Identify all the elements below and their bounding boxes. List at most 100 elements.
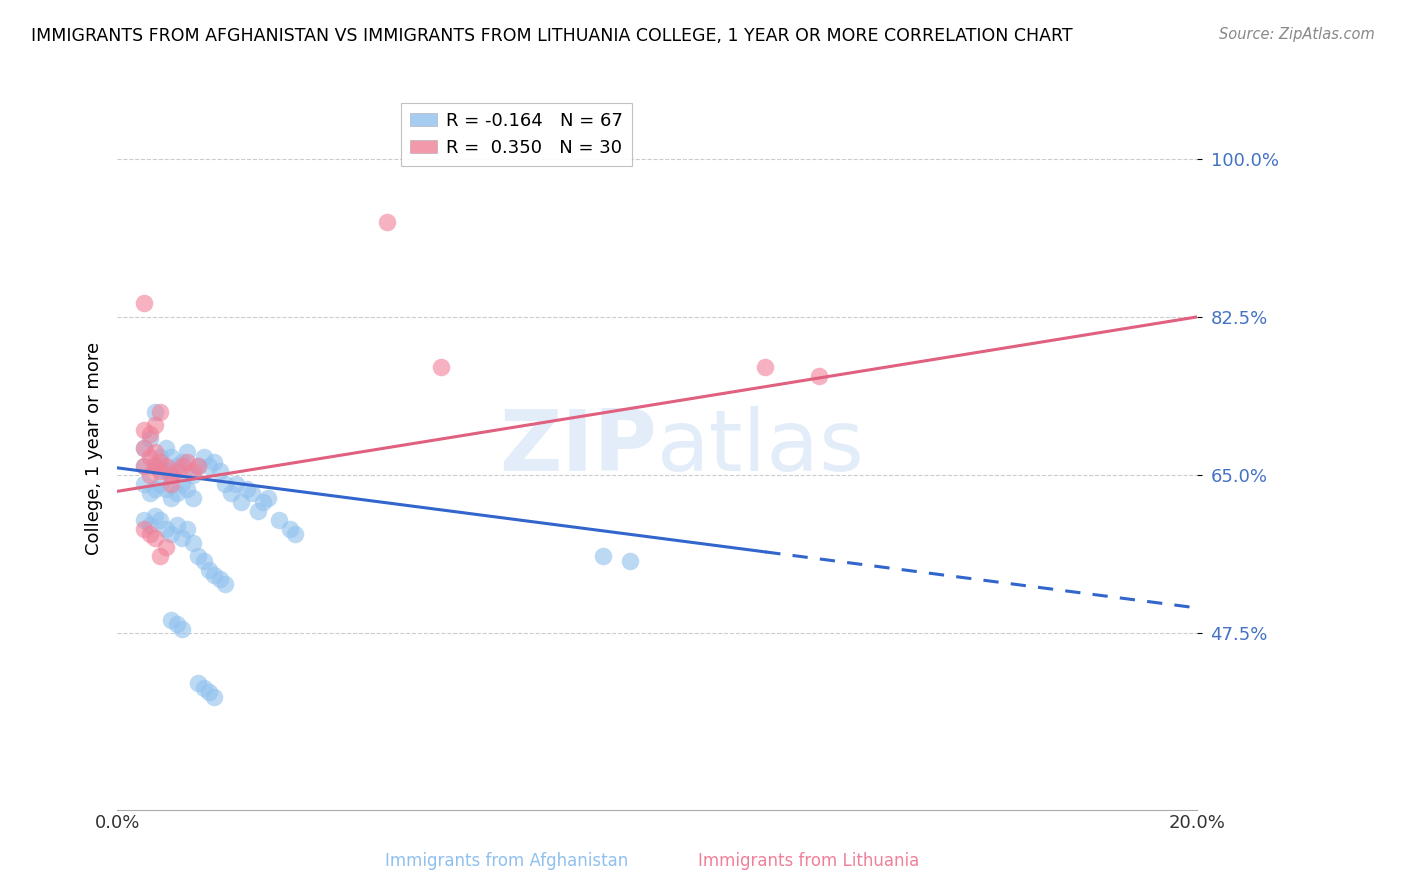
- Point: [166, 486, 188, 500]
- Point: [149, 458, 172, 473]
- Point: [155, 482, 177, 496]
- Point: [138, 486, 160, 500]
- Point: [252, 495, 274, 509]
- Point: [166, 517, 188, 532]
- Point: [202, 567, 225, 582]
- Point: [176, 454, 198, 468]
- Point: [138, 450, 160, 464]
- Point: [187, 458, 209, 473]
- Point: [193, 554, 215, 568]
- Point: [134, 522, 156, 536]
- Point: [166, 458, 188, 473]
- Point: [240, 486, 263, 500]
- Point: [754, 359, 776, 374]
- Point: [160, 468, 183, 483]
- Point: [149, 477, 172, 491]
- Point: [592, 549, 614, 564]
- Point: [143, 508, 166, 523]
- Point: [619, 554, 641, 568]
- Point: [170, 477, 193, 491]
- Point: [375, 215, 398, 229]
- Point: [155, 522, 177, 536]
- Point: [138, 468, 160, 483]
- Point: [143, 445, 166, 459]
- Point: [155, 464, 177, 478]
- Point: [149, 549, 172, 564]
- Point: [231, 495, 253, 509]
- Text: ZIP: ZIP: [499, 407, 657, 490]
- Point: [155, 441, 177, 455]
- Y-axis label: College, 1 year or more: College, 1 year or more: [86, 342, 103, 555]
- Point: [149, 513, 172, 527]
- Point: [808, 368, 831, 383]
- Point: [187, 549, 209, 564]
- Point: [138, 517, 160, 532]
- Point: [225, 477, 247, 491]
- Point: [187, 676, 209, 690]
- Point: [430, 359, 453, 374]
- Point: [198, 685, 221, 699]
- Point: [198, 563, 221, 577]
- Point: [193, 450, 215, 464]
- Point: [149, 450, 172, 464]
- Point: [134, 441, 156, 455]
- Point: [160, 491, 183, 505]
- Point: [193, 681, 215, 695]
- Point: [208, 464, 231, 478]
- Point: [134, 513, 156, 527]
- Point: [187, 458, 209, 473]
- Point: [143, 458, 166, 473]
- Point: [160, 526, 183, 541]
- Point: [160, 468, 183, 483]
- Point: [166, 464, 188, 478]
- Point: [160, 450, 183, 464]
- Point: [134, 477, 156, 491]
- Point: [143, 482, 166, 496]
- Text: Immigrants from Lithuania: Immigrants from Lithuania: [697, 852, 920, 870]
- Point: [214, 576, 236, 591]
- Point: [134, 458, 156, 473]
- Point: [170, 454, 193, 468]
- Point: [202, 454, 225, 468]
- Point: [284, 526, 307, 541]
- Point: [143, 458, 166, 473]
- Point: [214, 477, 236, 491]
- Point: [181, 468, 204, 483]
- Point: [269, 513, 291, 527]
- Point: [134, 296, 156, 310]
- Point: [149, 464, 172, 478]
- Point: [176, 522, 198, 536]
- Point: [134, 423, 156, 437]
- Point: [138, 526, 160, 541]
- Point: [160, 477, 183, 491]
- Point: [134, 458, 156, 473]
- Point: [138, 427, 160, 442]
- Point: [176, 482, 198, 496]
- Text: atlas: atlas: [657, 407, 865, 490]
- Point: [155, 541, 177, 555]
- Point: [170, 458, 193, 473]
- Point: [278, 522, 301, 536]
- Point: [202, 690, 225, 704]
- Point: [143, 418, 166, 433]
- Point: [236, 482, 259, 496]
- Point: [246, 504, 269, 518]
- Point: [134, 441, 156, 455]
- Point: [149, 454, 172, 468]
- Point: [166, 617, 188, 632]
- Point: [143, 532, 166, 546]
- Point: [170, 532, 193, 546]
- Legend: R = -0.164   N = 67, R =  0.350   N = 30: R = -0.164 N = 67, R = 0.350 N = 30: [401, 103, 633, 166]
- Text: IMMIGRANTS FROM AFGHANISTAN VS IMMIGRANTS FROM LITHUANIA COLLEGE, 1 YEAR OR MORE: IMMIGRANTS FROM AFGHANISTAN VS IMMIGRANT…: [31, 27, 1073, 45]
- Point: [257, 491, 280, 505]
- Point: [176, 445, 198, 459]
- Point: [149, 405, 172, 419]
- Point: [181, 536, 204, 550]
- Point: [138, 432, 160, 446]
- Point: [181, 491, 204, 505]
- Point: [198, 458, 221, 473]
- Point: [170, 622, 193, 636]
- Text: Source: ZipAtlas.com: Source: ZipAtlas.com: [1219, 27, 1375, 42]
- Point: [208, 572, 231, 586]
- Text: Immigrants from Afghanistan: Immigrants from Afghanistan: [384, 852, 628, 870]
